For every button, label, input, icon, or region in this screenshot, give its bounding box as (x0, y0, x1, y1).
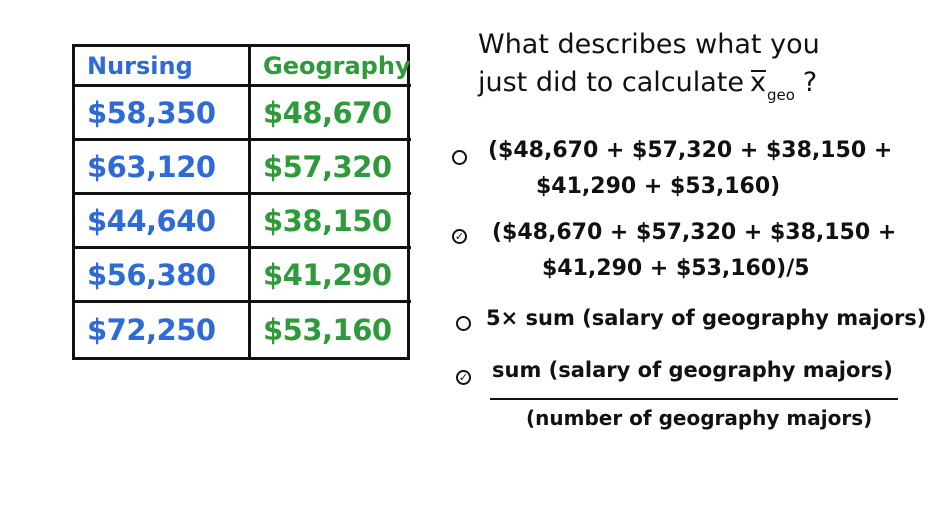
option-1-line-2: $41,290 + $53,160) (536, 174, 781, 199)
geography-salary: $57,320 (251, 141, 411, 195)
geography-salary: $53,160 (263, 313, 392, 347)
option-2-line-1: ($48,670 + $57,320 + $38,150 + (492, 220, 897, 245)
x-bar-subscript: geo (766, 86, 795, 104)
radio-checked-icon[interactable] (456, 370, 471, 385)
option-4[interactable]: sum (salary of geography majors) (number… (456, 356, 906, 436)
x-bar-symbol: xgeo (750, 64, 795, 114)
question-line-2: just did to calculate xgeo? (478, 64, 908, 114)
geography-salary: $38,150 (251, 195, 411, 249)
question-mark: ? (802, 67, 818, 98)
nursing-salary: $63,120 (75, 141, 251, 195)
question-line-2-text: just did to calculate (478, 67, 744, 98)
nursing-salary: $56,380 (75, 249, 251, 303)
radio-unchecked-icon[interactable] (452, 150, 467, 165)
question-text: What describes what you just did to calc… (478, 26, 908, 114)
radio-checked-icon[interactable] (452, 229, 467, 244)
x-bar-letter: x (750, 67, 766, 98)
nursing-salary: $58,350 (75, 87, 251, 141)
nursing-salary: $44,640 (75, 195, 251, 249)
fraction-numerator: sum (salary of geography majors) (492, 358, 893, 382)
header-geography: Geography (251, 47, 411, 87)
option-2-line-2: $41,290 + $53,160)/5 (542, 256, 810, 281)
salary-table: Nursing Geography $58,350 $48,670 $63,12… (72, 44, 411, 360)
geography-salary: $41,290 (251, 249, 411, 303)
nursing-salary: $72,250 (75, 303, 251, 357)
option-3-text: 5× sum (salary of geography majors) (486, 306, 927, 330)
option-1-line-1: ($48,670 + $57,320 + $38,150 + (488, 138, 893, 163)
option-2[interactable]: ($48,670 + $57,320 + $38,150 + $41,290 +… (452, 220, 896, 290)
question-line-1: What describes what you (478, 29, 820, 60)
radio-unchecked-icon[interactable] (456, 316, 471, 331)
fraction-bar (490, 398, 898, 400)
geography-salary: $48,670 (251, 87, 411, 141)
x-bar-overline (751, 70, 766, 72)
fraction-denominator: (number of geography majors) (526, 406, 873, 430)
header-nursing: Nursing (75, 47, 251, 87)
option-3[interactable]: 5× sum (salary of geography majors) (456, 304, 926, 340)
option-1[interactable]: ($48,670 + $57,320 + $38,150 + $41,290 +… (452, 138, 892, 208)
